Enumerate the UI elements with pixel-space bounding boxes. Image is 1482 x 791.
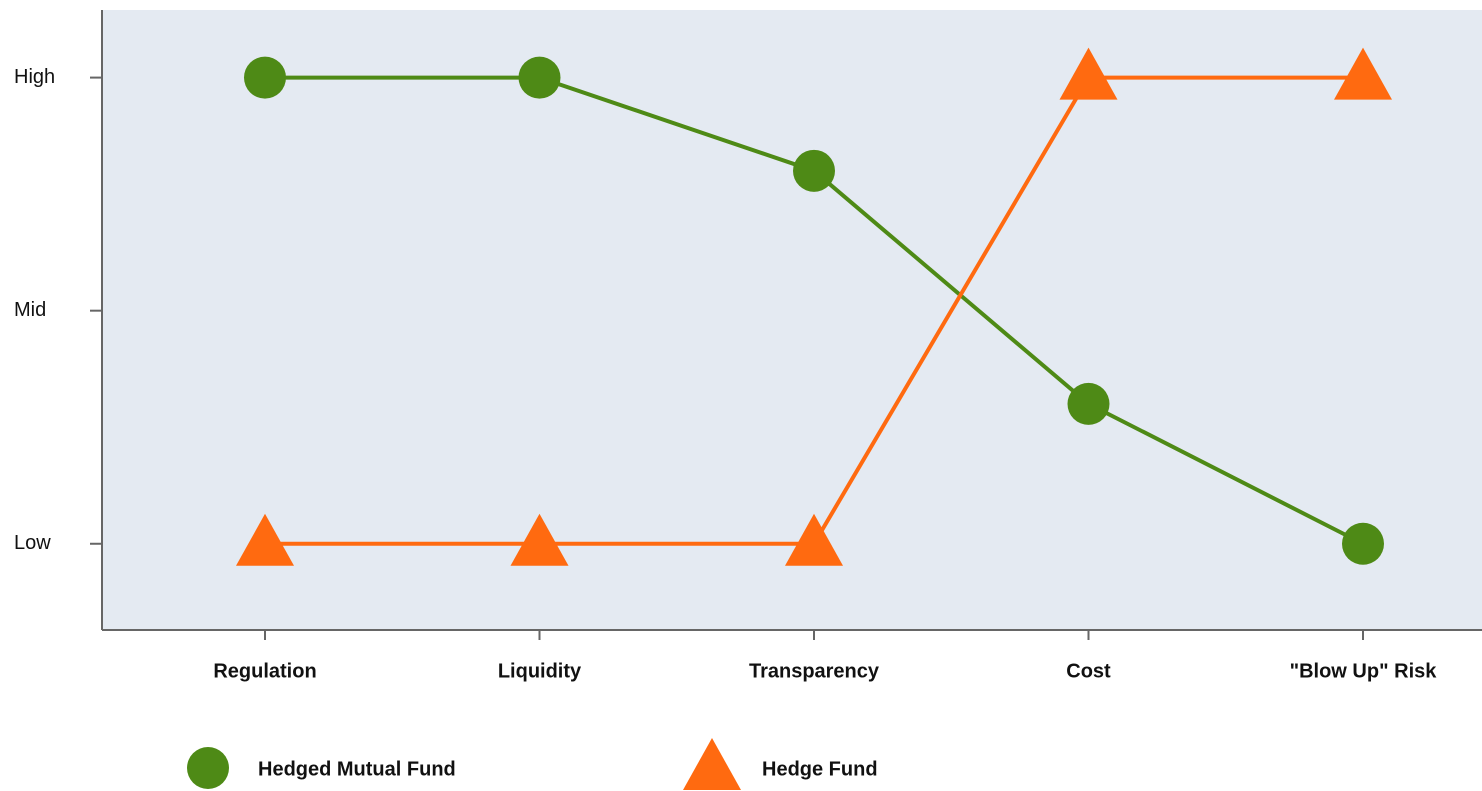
x-tick-label: Liquidity [498, 660, 582, 682]
legend-marker [683, 738, 741, 790]
data-point [793, 149, 835, 192]
data-point [510, 513, 569, 566]
legend-label: Hedged Mutual Fund [258, 758, 456, 780]
x-tick-label: Cost [1066, 660, 1111, 682]
plot-area [102, 10, 1482, 630]
data-point [1342, 522, 1384, 565]
legend-label: Hedge Fund [762, 758, 878, 780]
x-tick-label: Transparency [749, 660, 880, 682]
data-point [518, 56, 561, 99]
y-tick-label: Mid [14, 299, 46, 321]
data-point [785, 513, 843, 566]
legend-marker [187, 747, 229, 789]
x-tick-label: "Blow Up" Risk [1290, 660, 1438, 682]
y-tick-label: High [14, 66, 55, 88]
data-point [236, 513, 294, 566]
x-tick-label: Regulation [213, 660, 316, 682]
data-point [1067, 382, 1110, 425]
data-point [1059, 47, 1118, 100]
data-point [244, 56, 286, 99]
data-point [1334, 47, 1392, 100]
y-tick-label: Low [14, 532, 51, 554]
